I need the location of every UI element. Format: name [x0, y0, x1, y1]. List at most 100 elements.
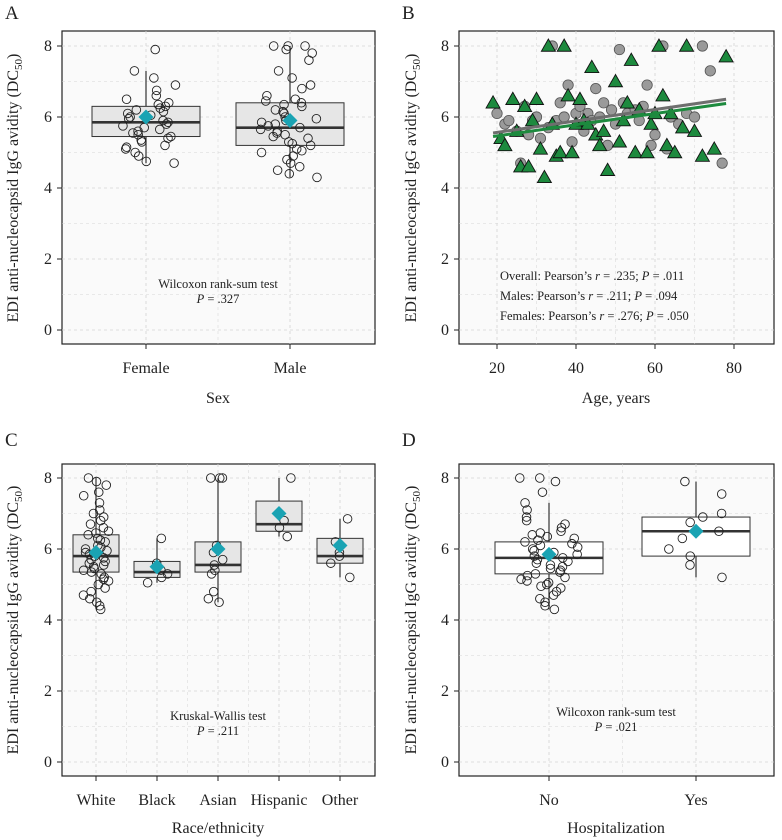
y-axis-title-c: EDI anti-nucleocapsid IgG avidity (DC50) [5, 486, 25, 755]
scatter-b [485, 38, 734, 184]
panel-b: B 0 2 4 6 8 20 40 60 80 EDI anti-nucleocapsid Ig… [402, 3, 775, 407]
data-point [210, 565, 220, 576]
data-point [560, 572, 570, 583]
data-point [515, 473, 525, 483]
data-point [83, 473, 94, 483]
data-point [520, 498, 530, 508]
data-point [304, 55, 314, 65]
data-point [98, 560, 109, 570]
data-point [141, 156, 152, 167]
data-point [685, 560, 695, 570]
male-point [639, 144, 655, 159]
y-axis-title-b: EDI anti-nucleocapsid IgG avidity (DC50) [403, 54, 423, 323]
y-tick-label: 4 [441, 180, 449, 197]
male-point [678, 38, 695, 52]
data-point [294, 161, 305, 172]
female-point [558, 111, 570, 123]
male-point [655, 87, 671, 102]
x-tick-label: Hispanic [251, 792, 308, 809]
female-point [503, 114, 515, 127]
x-tick-label: 60 [647, 360, 663, 377]
male-point [686, 123, 703, 137]
data-point [94, 498, 105, 508]
data-point [98, 512, 109, 522]
box-iqr [235, 102, 345, 146]
male-point [599, 162, 616, 176]
male-point [552, 144, 568, 159]
male-point [619, 94, 636, 109]
data-point [149, 73, 159, 83]
x-tick-label: Other [322, 792, 359, 809]
data-point [284, 169, 295, 179]
y-tick-label: 2 [441, 251, 449, 268]
data-point [542, 579, 552, 590]
data-point [560, 519, 570, 529]
y-tick-label: 2 [44, 251, 52, 268]
ticks-d: 0 2 4 6 8 No Yes [441, 470, 708, 809]
data-point [567, 538, 577, 549]
x-axis-title-b: Age, years [582, 390, 650, 407]
data-point [217, 473, 228, 483]
panel-letter-b: B [402, 3, 415, 24]
male-point [485, 94, 501, 109]
data-point [137, 137, 147, 147]
data-point [535, 473, 545, 483]
data-point [101, 480, 112, 490]
data-point [208, 586, 219, 597]
male-point [572, 91, 588, 105]
data-point [206, 569, 217, 579]
male-point [532, 141, 549, 155]
data-point [270, 119, 281, 129]
ticks-c: 0 2 4 6 8 White Black Asian Hispanic Other [44, 470, 359, 809]
data-point [170, 80, 181, 90]
female-point [491, 107, 503, 120]
data-point [342, 514, 353, 524]
data-point [156, 572, 167, 583]
y-tick-label: 0 [44, 754, 52, 771]
mean-marker [271, 506, 287, 521]
data-point [279, 108, 289, 119]
data-point [527, 530, 538, 540]
data-point [540, 601, 550, 611]
data-point [281, 44, 291, 55]
data-point [532, 554, 543, 565]
data-point [685, 517, 695, 528]
male-point [718, 48, 734, 63]
data-point [151, 85, 162, 96]
data-point [155, 103, 165, 113]
data-point [522, 576, 532, 586]
data-point [163, 117, 173, 128]
x-tick-label: Yes [684, 792, 707, 809]
data-point [345, 572, 355, 583]
data-point [98, 522, 109, 533]
panel-c: C 0 2 4 6 8 White Black Asian Hispanic Other EDI … [5, 430, 376, 837]
data-point [572, 549, 582, 560]
data-point [522, 505, 532, 515]
data-point [326, 558, 336, 568]
female-point [696, 40, 709, 52]
male-point [584, 59, 600, 73]
data-point [305, 140, 316, 151]
data-point [214, 597, 224, 608]
male-point [505, 91, 521, 105]
data-point [88, 508, 99, 519]
data-point [516, 574, 526, 584]
data-point [98, 574, 109, 584]
data-point [717, 572, 727, 583]
data-point [203, 593, 214, 604]
data-point [287, 73, 297, 83]
male-point [674, 119, 691, 134]
data-point [156, 533, 167, 544]
data-point [142, 577, 153, 588]
y-tick-label: 2 [44, 683, 52, 700]
panel-letter-d: D [402, 430, 416, 451]
male-point [666, 144, 683, 159]
data-point [537, 487, 548, 497]
y-tick-label: 8 [441, 38, 449, 55]
data-point [563, 556, 573, 567]
data-point [543, 577, 554, 588]
annotation-line-males: Males: Pearson’s r = .211; P = .094 [500, 289, 678, 303]
x-tick-label: Male [274, 360, 307, 377]
ticks-b: 0 2 4 6 8 20 40 60 80 [441, 38, 742, 377]
